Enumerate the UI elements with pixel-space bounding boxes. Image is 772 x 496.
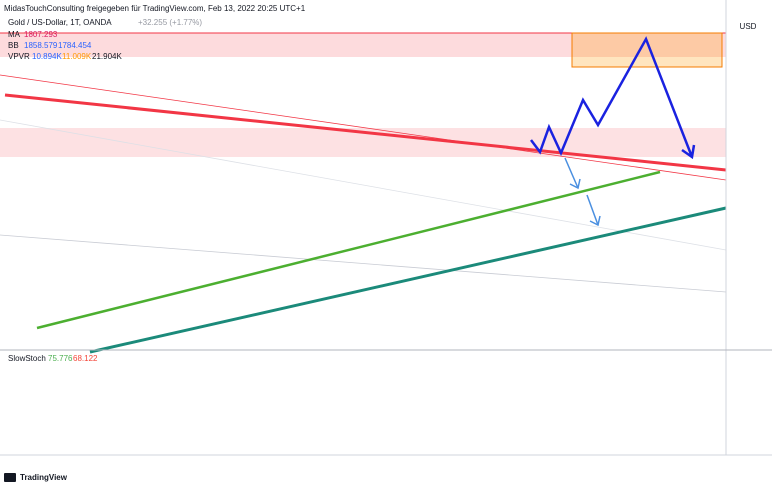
stoch-d: 68.122	[73, 354, 98, 363]
bb-name: BB	[8, 41, 19, 50]
alt-arrow	[586, 194, 599, 226]
red-trendline	[4, 93, 727, 172]
brand-logo	[4, 473, 16, 482]
stoch-k: 75.776	[48, 354, 73, 363]
bb-upper: 1858.579	[24, 41, 58, 50]
thin-trendline	[0, 74, 727, 181]
y-unit: USD	[740, 22, 757, 31]
teal-trendline	[89, 206, 727, 354]
vpvr-total: 21.904K	[92, 52, 122, 61]
green-trendline	[36, 170, 661, 330]
alt-arrow	[564, 157, 579, 189]
vpvr-name: VPVR	[8, 52, 30, 61]
vpvr-down: 11.009K	[62, 52, 92, 61]
faint-trendline	[0, 119, 727, 251]
change: +32.255 (+1.77%)	[138, 18, 202, 27]
vpvr-up: 10.894K	[32, 52, 62, 61]
arrowhead	[589, 215, 601, 227]
resistance-zone	[0, 33, 726, 57]
publisher: MidasTouchConsulting freigegeben für Tra…	[4, 4, 306, 13]
ma-name: MA	[8, 30, 21, 39]
arrowhead	[681, 144, 696, 160]
bb-lower: 1784.454	[58, 41, 92, 50]
target-box	[571, 32, 723, 68]
ma-value: 1807.293	[24, 30, 58, 39]
faint-trendline	[0, 234, 727, 293]
arrowhead	[569, 178, 581, 190]
drawings-top	[4, 36, 727, 354]
symbol: Gold / US-Dollar, 1T, OANDA	[8, 18, 112, 27]
stoch-name: SlowStoch	[8, 354, 46, 363]
brand: TradingView	[20, 473, 68, 482]
projection-path	[530, 36, 694, 158]
